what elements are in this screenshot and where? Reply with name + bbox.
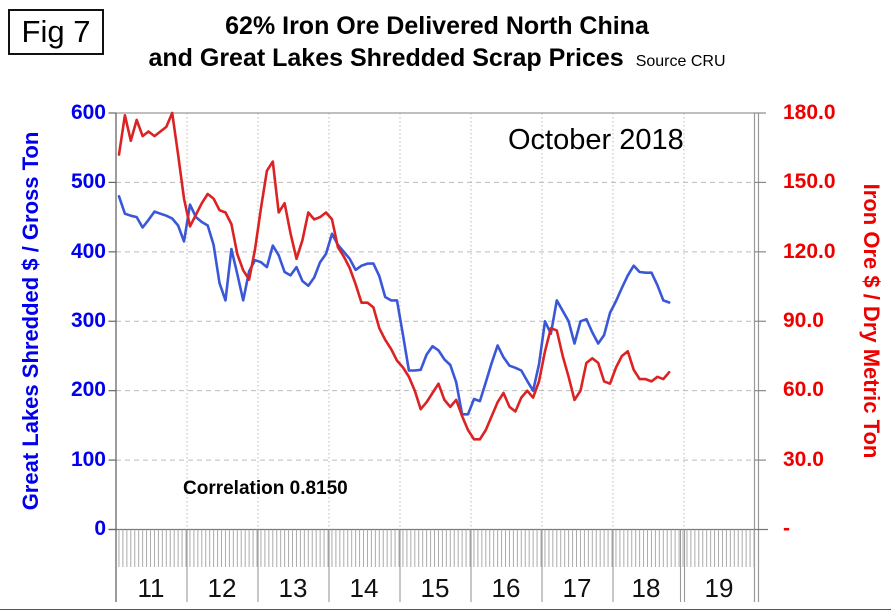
correlation-annotation: Correlation 0.8150 (183, 478, 348, 499)
scrap-price-line (117, 195, 671, 416)
left-axis-tick-0: 0 (94, 517, 106, 540)
figure-label: Fig 7 (21, 14, 91, 49)
figure-label-box: Fig 7 (8, 9, 104, 55)
date-annotation: October 2018 (508, 124, 684, 156)
right-axis-tick-180: 180.0 (783, 101, 836, 124)
left-axis-tick-600: 600 (70, 101, 106, 124)
left-axis-tick-100: 100 (70, 448, 106, 471)
chart-title-line1: 62% Iron Ore Delivered North China (225, 12, 649, 40)
right-axis-title: Iron Ore $ / Dry Metric Ton (859, 183, 884, 459)
x-tick-2012: 12 (207, 573, 237, 603)
left-axis-title: Great Lakes Shredded $ / Gross Ton (18, 131, 43, 511)
x-tick-2019: 19 (704, 573, 734, 603)
iron-ore-price-line (117, 111, 671, 441)
x-tick-2016: 16 (491, 573, 521, 603)
right-axis-tick-zero: - (783, 517, 790, 540)
x-tick-2018: 18 (631, 573, 661, 603)
chart-title-line2: and Great Lakes Shredded Scrap Prices Sou… (148, 44, 726, 72)
source-label: Source CRU (635, 53, 726, 70)
left-axis-tick-500: 500 (70, 170, 106, 193)
right-axis-tick-30: 30.0 (783, 448, 824, 471)
x-tick-2013: 13 (278, 573, 308, 603)
x-tick-2014: 14 (349, 573, 379, 603)
left-axis-tick-300: 300 (70, 309, 106, 332)
x-tick-2015: 15 (420, 573, 450, 603)
right-axis-tick-150: 150.0 (783, 170, 836, 193)
x-tick-2017: 17 (562, 573, 592, 603)
left-axis-tick-400: 400 (70, 240, 106, 263)
chart-title-block: 62% Iron Ore Delivered North China and G… (0, 10, 874, 78)
right-axis-tick-90: 90.0 (783, 309, 824, 332)
right-axis-tick-120: 120.0 (783, 240, 836, 263)
left-axis-tick-200: 200 (70, 378, 106, 401)
x-tick-2011: 11 (137, 573, 165, 603)
right-axis-tick-60: 60.0 (783, 378, 824, 401)
